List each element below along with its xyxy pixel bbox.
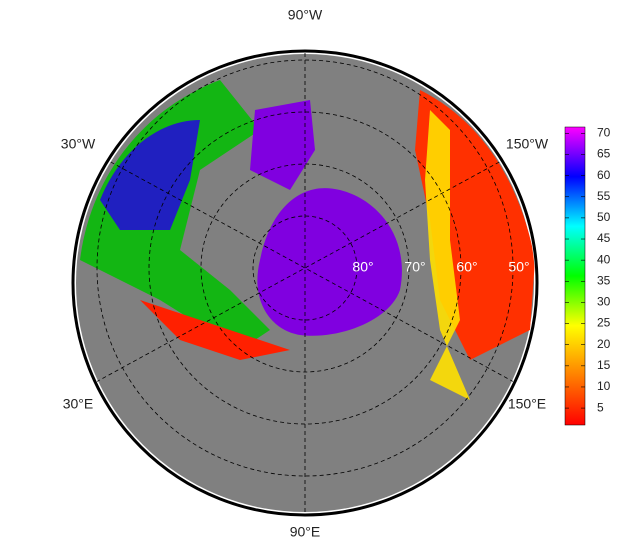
- colorbar-tick-label: 25: [597, 316, 611, 330]
- colorbar-tick-label: 20: [597, 337, 611, 351]
- longitude-label: 30°E: [63, 396, 94, 412]
- latitude-circle: [148, 111, 462, 425]
- longitude-label: 150°W: [506, 136, 549, 152]
- colorbar-tick-label: 65: [597, 147, 611, 161]
- field-patch: [250, 100, 315, 190]
- graticule: [75, 53, 535, 513]
- colorbar-tick-label: 5: [597, 400, 604, 414]
- latitude-label: 50°: [508, 259, 529, 275]
- latitude-label: 60°: [456, 259, 477, 275]
- field-patch: [425, 110, 470, 400]
- longitude-label: 30°W: [61, 136, 96, 152]
- longitude-label: 150°E: [508, 396, 546, 412]
- latitude-circle: [252, 215, 358, 321]
- meridian: [75, 123, 535, 413]
- colorbar-tick-label: 60: [597, 168, 611, 182]
- field-patch: [257, 188, 402, 336]
- colorbar-tick-label: 10: [597, 379, 611, 393]
- field-patch: [140, 300, 290, 360]
- colorbar-tick-label: 50: [597, 210, 611, 224]
- colorbar-tick-label: 35: [597, 273, 611, 287]
- longitude-label: 90°E: [290, 524, 321, 540]
- longitude-label: 90°W: [288, 7, 323, 23]
- colorbar-tick-label: 15: [597, 358, 611, 372]
- latitude-circle: [96, 59, 514, 477]
- colorbar-tick-label: 30: [597, 295, 611, 309]
- data-field: [80, 80, 535, 400]
- meridian: [75, 123, 535, 413]
- colorbar-tick-label: 55: [597, 189, 611, 203]
- colorbar-tick-label: 40: [597, 252, 611, 266]
- field-patch: [100, 120, 200, 230]
- latitude-label: 80°: [352, 259, 373, 275]
- latitude-label: 70°: [404, 259, 425, 275]
- colorbar: [564, 126, 586, 426]
- colorbar-tick-label: 70: [597, 126, 611, 140]
- colorbar-tick-label: 45: [597, 231, 611, 245]
